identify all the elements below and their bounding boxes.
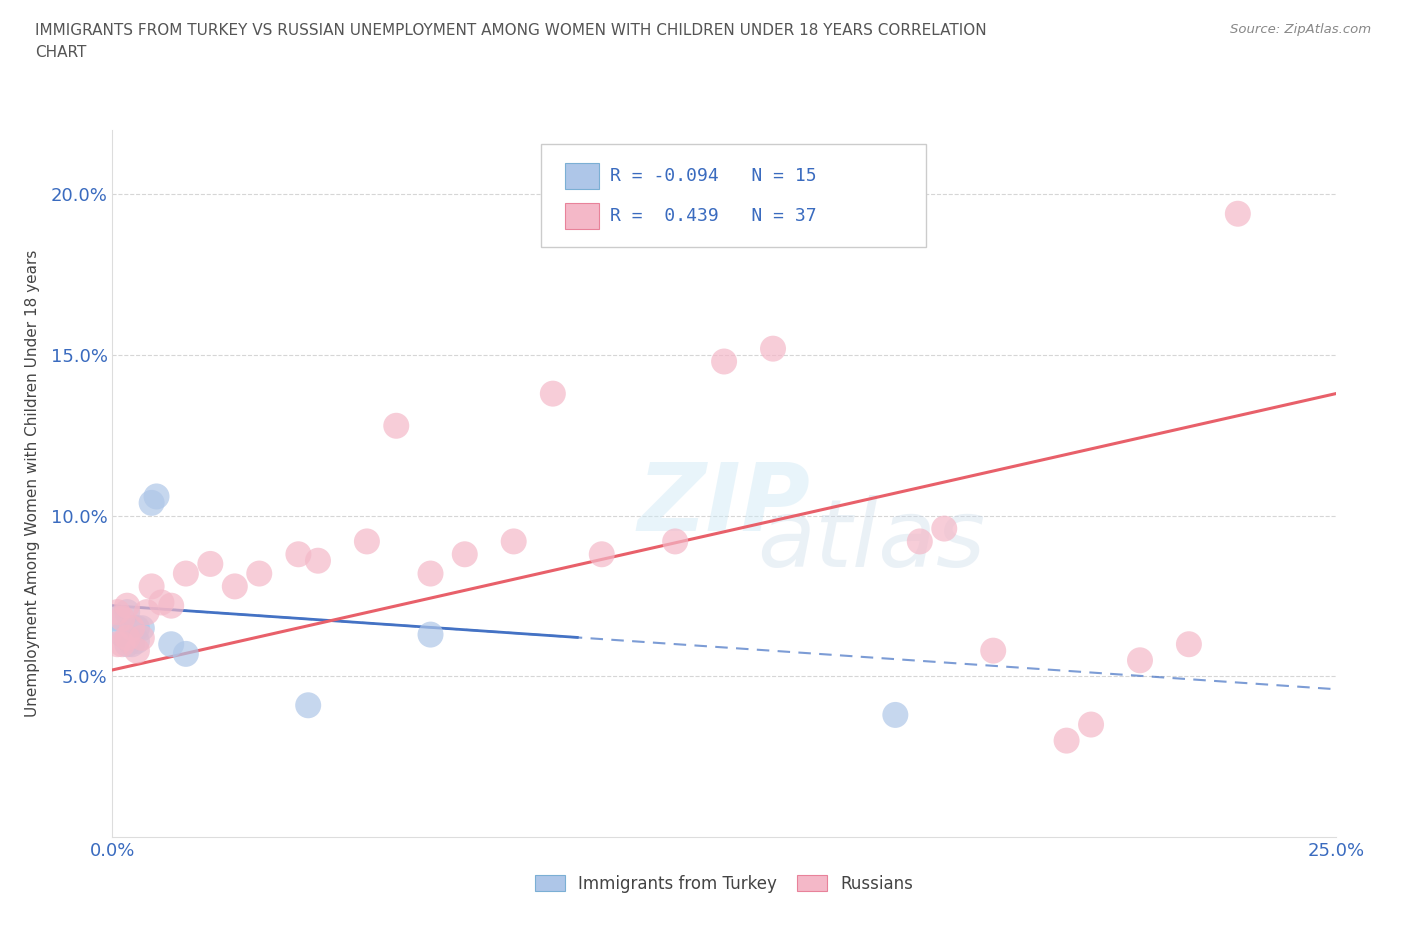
Point [1178,637,1201,652]
Point [174,646,197,661]
Point [200,556,222,571]
Point [125,644,148,658]
Point [1129,653,1152,668]
Point [121,620,143,635]
Point [981,644,1004,658]
Text: R = -0.094   N = 15: R = -0.094 N = 15 [610,167,817,185]
Text: atlas: atlas [756,495,986,586]
Point [131,631,153,645]
Point [145,489,167,504]
Point [141,579,163,594]
Y-axis label: Unemployment Among Women with Children Under 18 years: Unemployment Among Women with Children U… [24,250,39,717]
Text: Source: ZipAtlas.com: Source: ZipAtlas.com [1230,23,1371,36]
Point [125,633,148,648]
Point [150,595,173,610]
Point [884,708,907,723]
Point [115,637,138,652]
Point [111,627,134,642]
Point [713,354,735,369]
Point [287,547,309,562]
Text: R =  0.439   N = 37: R = 0.439 N = 37 [610,206,817,225]
Point [307,553,329,568]
Legend: Immigrants from Turkey, Russians: Immigrants from Turkey, Russians [529,868,920,899]
Point [419,566,441,581]
Point [105,637,128,652]
Point [111,611,134,626]
FancyBboxPatch shape [540,144,927,246]
Point [247,566,270,581]
Point [762,341,785,356]
Point [111,637,134,652]
Text: IMMIGRANTS FROM TURKEY VS RUSSIAN UNEMPLOYMENT AMONG WOMEN WITH CHILDREN UNDER 1: IMMIGRANTS FROM TURKEY VS RUSSIAN UNEMPL… [35,23,987,38]
Point [1080,717,1102,732]
Point [591,547,613,562]
Point [125,620,148,635]
Point [160,637,183,652]
Point [121,637,143,652]
Point [135,604,157,619]
Point [934,521,956,536]
Text: ZIP: ZIP [638,458,810,551]
Point [115,598,138,613]
Point [105,604,128,619]
Point [297,698,319,712]
Point [141,496,163,511]
Bar [565,163,599,190]
Point [1056,733,1078,748]
Point [115,604,138,619]
Point [502,534,524,549]
Point [131,620,153,635]
Point [160,598,183,613]
Text: CHART: CHART [35,45,87,60]
Point [454,547,477,562]
Point [541,386,564,401]
Point [115,631,138,645]
Point [105,611,128,626]
Bar [565,203,599,229]
Point [419,627,441,642]
Point [385,418,408,433]
Point [224,579,246,594]
Point [174,566,197,581]
Point [664,534,686,549]
Point [356,534,378,549]
Point [908,534,931,549]
Point [1226,206,1249,221]
